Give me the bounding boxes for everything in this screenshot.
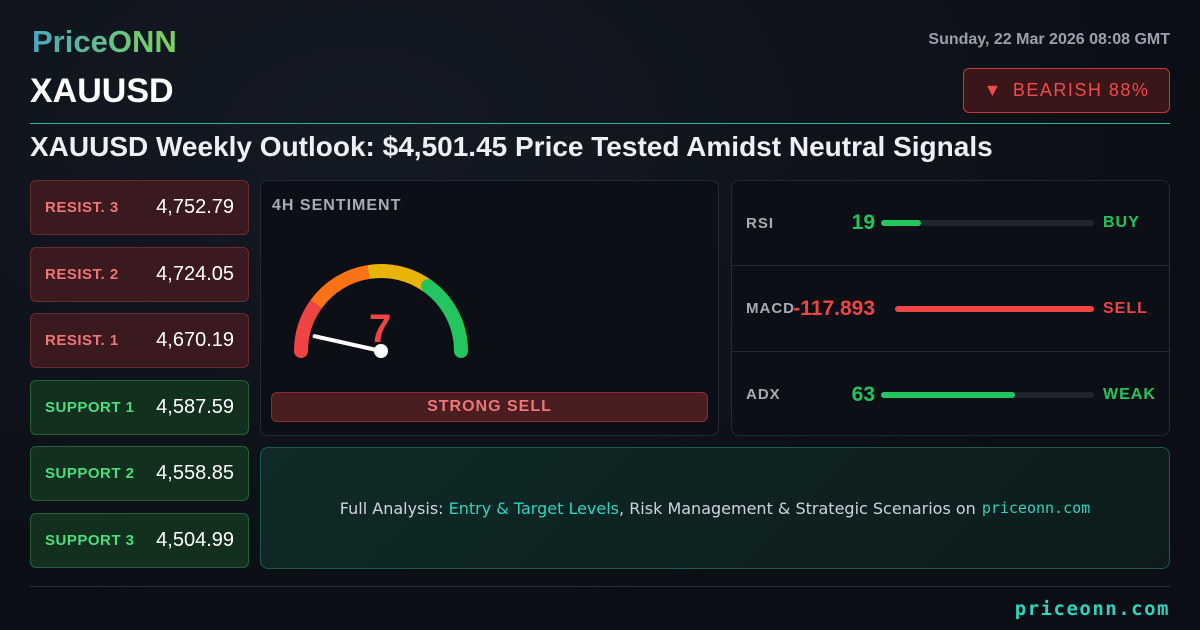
- level-value: 4,587.59: [156, 395, 234, 418]
- sentiment-card: 4H SENTIMENT 7 STRONG SELL: [260, 180, 719, 436]
- indicator-name: ADX: [746, 386, 781, 403]
- level-label: SUPPORT 2: [45, 465, 135, 482]
- datetime: Sunday, 22 Mar 2026 08:08 GMT: [928, 31, 1170, 48]
- indicator-bar: [895, 305, 1094, 312]
- triangle-down-icon: ▼: [983, 80, 1003, 100]
- level-value: 4,558.85: [156, 462, 234, 484]
- sentiment-gauge: [294, 264, 468, 358]
- gauge-segment: [367, 264, 433, 293]
- indicator-signal: SELL: [1103, 299, 1148, 317]
- indicator-bar-fill: [881, 391, 1016, 398]
- gauge-pivot: [374, 344, 388, 358]
- indicator-signal: WEAK: [1103, 385, 1156, 403]
- indicator-name: RSI: [746, 214, 775, 232]
- levels-list: RESIST. 3 4,752.79 RESIST. 2 4,724.05 RESIST…: [30, 180, 249, 579]
- resistance-level: RESIST. 3 4,752.79: [30, 180, 249, 235]
- gauge-segment: [421, 279, 468, 358]
- indicator-signal: BUY: [1103, 214, 1140, 231]
- indicator-row-rsi: RSI 19 BUY: [732, 181, 1169, 266]
- footer-domain[interactable]: priceonn.com: [1014, 598, 1170, 620]
- cta-domain[interactable]: priceonn.com: [981, 499, 1091, 517]
- level-value: 4,724.05: [156, 262, 234, 285]
- indicator-row-adx: ADX 63 WEAK: [732, 352, 1169, 437]
- level-label: RESIST. 2: [45, 265, 119, 283]
- indicators-card: RSI 19 BUY MACD -117.893 SELL ADX 63 WEAK: [731, 180, 1170, 436]
- level-label: SUPPORT 1: [45, 398, 135, 416]
- indicator-bar-fill: [895, 305, 1094, 312]
- level-value: 4,670.19: [156, 329, 234, 351]
- bearish-badge: ▼ BEARISH 88%: [963, 68, 1170, 113]
- support-level: SUPPORT 2 4,558.85: [30, 446, 249, 501]
- level-label: RESIST. 3: [45, 199, 119, 216]
- level-value: 4,752.79: [156, 196, 234, 218]
- indicator-value: 19: [851, 211, 875, 234]
- level-label: RESIST. 1: [45, 332, 119, 349]
- headline: XAUUSD Weekly Outlook: $4,501.45 Price T…: [30, 131, 993, 162]
- cta-suffix: , Risk Management & Strategic Scenarios …: [619, 498, 976, 518]
- indicator-value: 63: [851, 382, 875, 406]
- symbol-title: XAUUSD: [30, 72, 174, 110]
- indicator-value: -117.893: [793, 296, 875, 320]
- cta-prefix: Full Analysis:: [339, 498, 449, 518]
- indicator-bar: [881, 220, 1094, 226]
- support-level: SUPPORT 3 4,504.99: [30, 512, 249, 568]
- gauge-segment: [310, 265, 370, 309]
- indicator-bar-fill: [881, 220, 922, 226]
- indicator-row-macd: MACD -117.893 SELL: [732, 267, 1169, 352]
- gauge-needle: [312, 334, 383, 353]
- divider: [30, 123, 1170, 124]
- full-analysis-link[interactable]: Full Analysis: Entry & Target Levels , R…: [260, 447, 1170, 569]
- cta-highlight: Entry & Target Levels: [448, 498, 620, 518]
- logo: PriceONN: [32, 24, 177, 59]
- sentiment-value: 7: [369, 307, 392, 351]
- support-level: SUPPORT 1 4,587.59: [30, 379, 249, 435]
- resistance-level: RESIST. 1 4,670.19: [30, 313, 249, 368]
- badge-label: BEARISH 88%: [1012, 80, 1150, 100]
- gauge-segment: [294, 296, 324, 358]
- indicator-name: MACD: [746, 300, 795, 317]
- sentiment-title: 4H SENTIMENT: [272, 197, 402, 214]
- resistance-level: RESIST. 2 4,724.05: [30, 246, 249, 302]
- sentiment-verdict: STRONG SELL: [271, 392, 708, 422]
- level-label: SUPPORT 3: [45, 531, 135, 549]
- indicator-bar: [881, 391, 1094, 398]
- level-value: 4,504.99: [156, 528, 234, 551]
- footer-divider: [30, 586, 1170, 587]
